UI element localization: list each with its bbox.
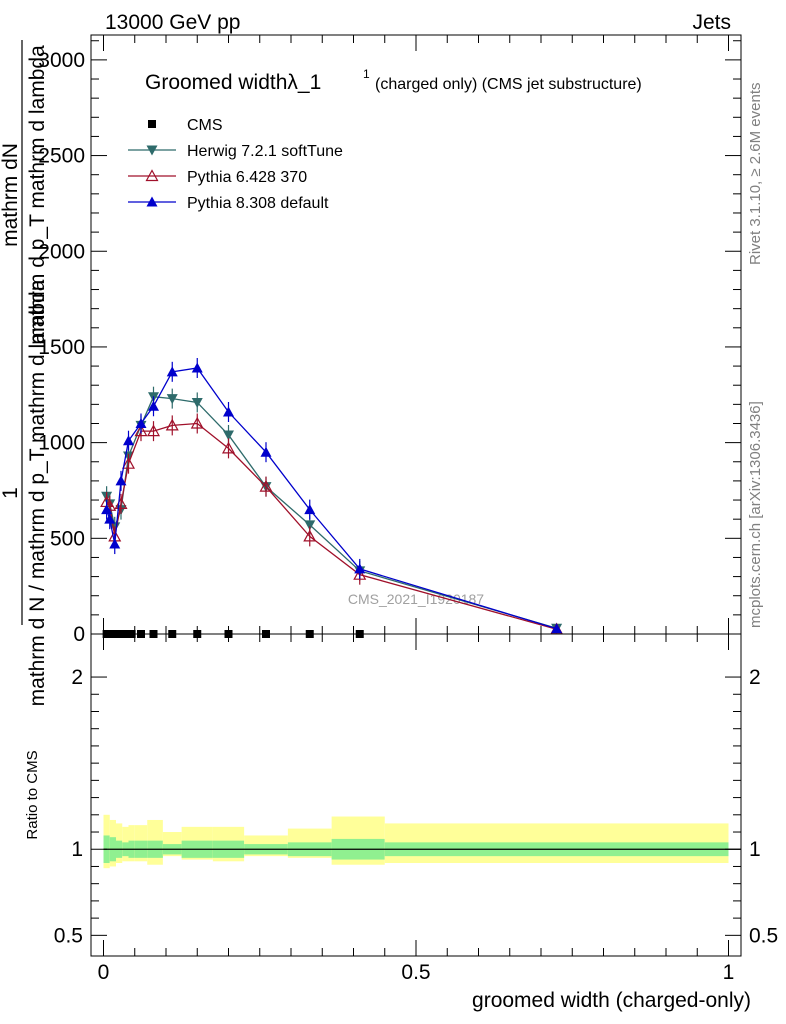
- main-x-ticks: [103, 35, 729, 634]
- legend-marker: [148, 120, 156, 128]
- ratio-bands: [103, 814, 729, 869]
- pythia-6-428-370-point: [165, 418, 179, 431]
- main-y-tick-label: 1500: [38, 336, 85, 359]
- pythia-6-428-370-point: [303, 529, 317, 542]
- main-series-layer: [100, 357, 564, 638]
- ratio-y-tick-label-right: 0.5: [749, 924, 778, 947]
- pythia-8-308-default-point: [109, 538, 121, 549]
- pythia-8-308-default-point: [104, 513, 116, 524]
- pythia-6-428-370-point: [190, 416, 204, 429]
- plot-title-superscript: 1: [363, 67, 370, 81]
- y-label-denominator-1: mathrm d p_T mathrm d lambda: [26, 45, 49, 345]
- legend-entry-label: Pythia 6.428 370: [187, 169, 307, 186]
- pythia-6-428-370-point: [353, 567, 367, 580]
- main-y-tick-label: 2000: [38, 240, 85, 263]
- legend-entry-label: Pythia 8.308 default: [187, 195, 329, 212]
- pythia-6-428-370-point: [146, 424, 161, 437]
- pythia-8-308-default-point: [304, 504, 316, 515]
- ratio-x-ticks: 0 0.5 1: [98, 634, 735, 984]
- x-tick-label: 0.5: [401, 961, 430, 984]
- main-y-tick-label: 3000: [38, 49, 85, 72]
- main-plot: 0 500 1000 1500 2000 2500 3000 CMS_2021_I19201…: [38, 34, 742, 646]
- ratio-y-tick-label-right: 1: [749, 838, 761, 861]
- ratio-y-tick-label: 0.5: [54, 924, 83, 947]
- pythia-8-308-default-point: [551, 623, 563, 634]
- x-tick-label: 1: [723, 961, 735, 984]
- process-label: Jets: [692, 11, 731, 34]
- x-tick-label: 0: [98, 961, 110, 984]
- y-label-numerator: mathrm dN: [0, 143, 22, 247]
- ratio-y-axis-label: Ratio to CMS: [24, 750, 41, 839]
- pythia-8-308-default-point: [101, 504, 113, 515]
- pythia-8-308-default-point: [135, 417, 147, 428]
- x-axis-label: groomed width (charged-only): [472, 989, 751, 1012]
- legend-entry-label: Herwig 7.2.1 softTune: [187, 143, 343, 160]
- pythia-8-308-default-point: [191, 362, 203, 373]
- main-y-ticks: 0 500 1000 1500 2000 2500 3000: [38, 40, 741, 646]
- ratio-y-tick-label: 2: [71, 666, 83, 689]
- pythia-6-428-370-point: [121, 456, 136, 469]
- ratio-plot: 0.5 0.51 12 2 0 0.5 1 Ratio to CMS groomed wi…: [24, 633, 778, 1012]
- main-y-tick-label: 1000: [38, 432, 85, 455]
- mcplots-label: mcplots.cern.ch [arXiv:1306.3436]: [747, 401, 764, 628]
- pythia-8-308-default-line: [106, 367, 557, 630]
- pythia-8-308-default-point: [354, 563, 366, 574]
- y-label-denominator-2: mathrm d N / mathrm d p_T mathrm d lambd…: [26, 279, 49, 706]
- pythia-8-308-default-point: [148, 400, 159, 411]
- herwig-7-2-1-softtune-point: [304, 520, 316, 531]
- ratio-y-ticks: 0.5 0.5 1 1 2 2: [54, 666, 778, 947]
- main-y-axis-label: 1 mathrm dN mathrm d p_T mathrm d lambda…: [0, 40, 49, 706]
- pythia-6-428-370-point: [134, 424, 148, 437]
- main-y-tick-label: 500: [50, 527, 85, 550]
- pythia-6-428-370-point: [221, 441, 236, 454]
- herwig-7-2-1-softtune-point: [166, 394, 178, 405]
- herwig-7-2-1-softtune-point: [223, 430, 234, 441]
- y-label-prefix: 1: [0, 487, 22, 499]
- watermark: CMS_2021_I1920187: [348, 591, 484, 607]
- energy-label: 13000 GeV pp: [105, 11, 240, 34]
- main-y-tick-label: 2500: [38, 145, 85, 168]
- herwig-7-2-1-softtune-line: [106, 396, 557, 629]
- herwig-7-2-1-softtune-point: [191, 397, 203, 408]
- legend: CMS Herwig 7.2.1 softTune Pythia 6.428 370…: [128, 117, 343, 212]
- plot-title-suffix: (charged only) (CMS jet substructure): [375, 76, 642, 93]
- ratio-plot-frame: [90, 633, 742, 957]
- pythia-8-308-default-point: [166, 366, 178, 377]
- pythia-8-308-default-point: [115, 475, 127, 486]
- pythia-6-428-370-line: [106, 422, 557, 630]
- plot-title-main: Groomed widthλ_1: [145, 71, 321, 94]
- legend-marker: [146, 196, 158, 207]
- ratio-y-tick-label: 1: [71, 838, 83, 861]
- pythia-8-308-default-point: [223, 406, 234, 417]
- legend-marker: [145, 169, 159, 182]
- pythia-6-428-370-point: [259, 479, 273, 492]
- legend-marker: [146, 145, 158, 156]
- legend-entry-label: CMS: [187, 117, 223, 134]
- plot-title: Groomed widthλ_1 1 (charged only) (CMS j…: [145, 67, 642, 94]
- pythia-8-308-default-point: [123, 435, 134, 446]
- pythia-8-308-default-point: [260, 446, 272, 457]
- main-y-tick-label: 0: [73, 623, 85, 646]
- ratio-y-tick-label-right: 2: [749, 666, 761, 689]
- rivet-label: Rivet 3.1.10, ≥ 2.6M events: [747, 83, 764, 266]
